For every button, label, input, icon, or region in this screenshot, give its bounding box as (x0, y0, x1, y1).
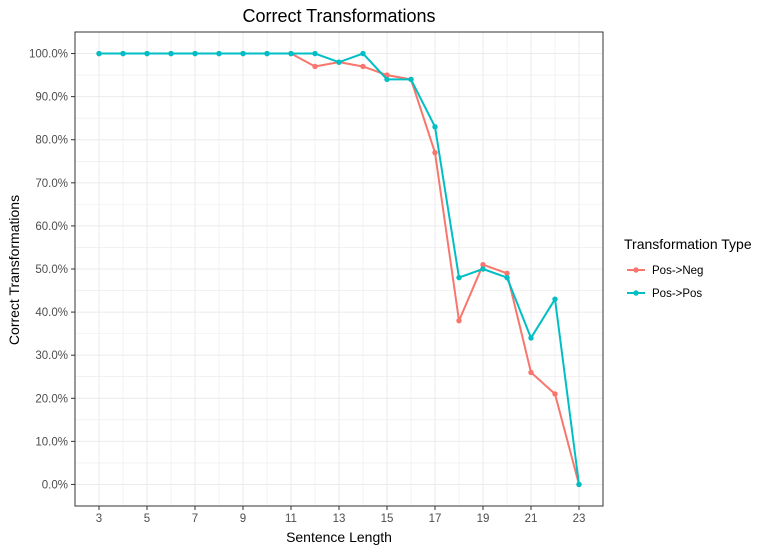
data-point-pos-pos (480, 266, 486, 272)
legend-key-point-pos-pos (633, 290, 639, 296)
x-tick-label: 19 (477, 513, 490, 525)
data-point-pos-pos (144, 50, 150, 57)
legend-key-point-pos-neg (633, 267, 639, 273)
y-axis-title: Correct Transformations (6, 195, 22, 345)
data-point-pos-neg (480, 261, 486, 268)
data-point-pos-neg (552, 391, 558, 397)
y-tick-label: 10.0% (35, 436, 68, 448)
data-point-pos-pos (312, 50, 318, 57)
data-point-pos-pos (432, 124, 438, 130)
x-tick-label: 15 (381, 513, 394, 525)
data-point-pos-pos (456, 274, 462, 281)
legend-title: Transformation Type (624, 236, 752, 252)
x-tick-label: 21 (525, 513, 538, 525)
data-point-pos-pos (216, 50, 222, 57)
data-point-pos-neg (456, 318, 462, 324)
y-tick-label: 80.0% (35, 135, 68, 147)
data-point-pos-pos (192, 50, 198, 57)
y-tick-label: 100.0% (29, 49, 68, 61)
y-tick-label: 0.0% (42, 479, 68, 491)
data-point-pos-neg (384, 72, 390, 78)
data-point-pos-pos (120, 50, 126, 57)
x-tick-label: 7 (192, 513, 198, 525)
data-point-pos-pos (336, 59, 342, 65)
y-tick-label: 40.0% (35, 307, 68, 319)
grid-major (75, 32, 603, 506)
data-point-pos-pos (528, 335, 534, 341)
x-axis-title: Sentence Length (286, 529, 392, 545)
data-point-pos-pos (360, 50, 366, 57)
data-point-pos-pos (408, 76, 414, 83)
data-point-pos-pos (288, 50, 294, 57)
x-tick-label: 5 (144, 513, 150, 525)
data-point-pos-pos (240, 50, 246, 57)
data-point-pos-pos (264, 50, 270, 57)
data-point-pos-pos (384, 76, 390, 83)
y-tick-label: 70.0% (35, 178, 68, 190)
y-tick-label: 90.0% (35, 92, 68, 104)
data-point-pos-pos (576, 481, 582, 488)
data-point-pos-pos (504, 274, 510, 281)
x-tick-label: 9 (240, 513, 246, 525)
data-point-pos-pos (96, 50, 102, 57)
y-tick-label: 60.0% (35, 221, 68, 233)
x-tick-label: 17 (429, 513, 442, 525)
data-point-pos-pos (552, 296, 558, 302)
x-tick-label: 3 (96, 513, 102, 525)
data-point-pos-neg (504, 270, 510, 277)
data-point-pos-neg (528, 369, 534, 376)
legend: Transformation Type Pos->Neg Pos->Pos (624, 236, 752, 300)
series-layer (96, 50, 582, 488)
data-point-pos-neg (360, 63, 366, 70)
data-point-pos-pos (168, 50, 174, 57)
y-tick-label: 20.0% (35, 393, 68, 405)
x-axis: 3 5 7 9 11 13 15 17 19 21 23 (96, 506, 586, 525)
data-point-pos-neg (312, 63, 318, 70)
legend-label-pos-pos: Pos->Pos (652, 288, 702, 300)
data-point-pos-neg (432, 149, 438, 156)
chart-title: Correct Transformations (242, 6, 435, 26)
legend-label-pos-neg: Pos->Neg (652, 265, 703, 277)
y-tick-label: 50.0% (35, 264, 68, 276)
x-tick-label: 13 (333, 513, 346, 525)
y-tick-label: 30.0% (35, 350, 68, 362)
x-tick-label: 23 (573, 513, 586, 525)
y-axis: 0.0% 10.0% 20.0% 30.0% 40.0% 50.0% 60.0% 70.0% 8… (29, 49, 75, 491)
x-tick-label: 11 (285, 513, 297, 525)
